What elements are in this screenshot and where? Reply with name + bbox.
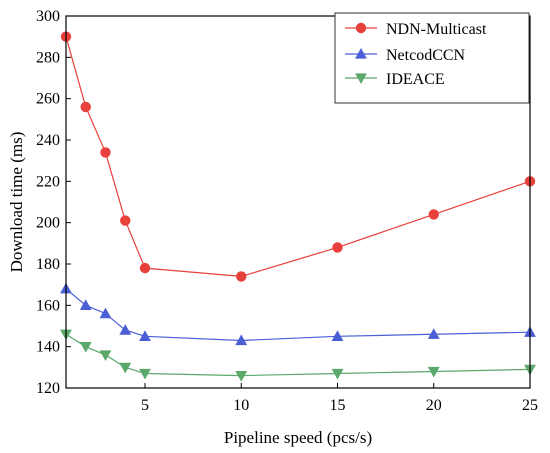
x-axis-title: Pipeline speed (pcs/s) — [224, 428, 372, 447]
plot-frame — [65, 15, 531, 389]
data-point — [120, 215, 131, 226]
data-point — [236, 271, 247, 282]
series-line — [65, 288, 531, 342]
data-point — [332, 242, 343, 253]
y-tick-label: 140 — [36, 339, 60, 356]
y-tick-label: 280 — [36, 49, 60, 66]
data-point — [235, 334, 248, 346]
legend-label: IDEACE — [386, 71, 445, 88]
data-point — [235, 370, 248, 382]
y-tick-label: 200 — [36, 215, 60, 232]
data-point — [100, 147, 111, 158]
x-tick-label: 25 — [522, 397, 538, 414]
series-line — [65, 333, 531, 377]
data-point — [139, 330, 151, 341]
y-tick-label: 240 — [36, 132, 60, 149]
data-point — [119, 324, 132, 335]
y-tick-label: 220 — [36, 173, 60, 190]
y-axis-title: Download time (ms) — [7, 132, 26, 273]
legend-item: IDEACE — [345, 71, 445, 88]
y-tick-label: 300 — [36, 8, 60, 25]
data-point — [139, 368, 151, 380]
legend-swatch-marker — [355, 47, 367, 59]
data-point — [99, 350, 112, 361]
y-tick-label: 180 — [36, 256, 60, 273]
series-ndn-multicast — [60, 31, 536, 282]
x-tick-label: 20 — [426, 397, 442, 414]
legend-item: NDN-Multicast — [345, 21, 487, 38]
data-point — [427, 328, 440, 339]
series-ideace — [60, 329, 536, 382]
legend-swatch-marker — [355, 73, 367, 85]
data-point — [331, 368, 344, 380]
legend: NDN-Multicast NetcodCCN IDEACE — [334, 12, 530, 104]
x-tick-label: 10 — [233, 397, 249, 414]
data-point — [99, 307, 112, 319]
x-tick-label: 15 — [330, 397, 346, 414]
data-point — [331, 330, 344, 341]
data-point — [79, 299, 92, 310]
data-point — [428, 209, 439, 220]
legend-swatch-marker — [355, 22, 367, 34]
legend-item: NetcodCCN — [345, 47, 466, 64]
y-tick-label: 120 — [36, 380, 60, 397]
axes — [65, 15, 531, 389]
y-tick-label: 260 — [36, 91, 60, 108]
legend-label: NetcodCCN — [386, 47, 466, 64]
series-netcodccn — [60, 282, 536, 346]
plot-area — [60, 31, 536, 382]
tick-marks: 120 140 160 180 200 220 240 260 280 300 5 10 15 20 25 — [36, 8, 538, 414]
y-tick-label: 160 — [36, 297, 60, 314]
data-point — [79, 342, 92, 353]
data-point — [119, 362, 132, 374]
data-point — [80, 101, 91, 113]
data-point — [427, 366, 440, 378]
data-point — [139, 262, 151, 274]
legend-label: NDN-Multicast — [386, 21, 487, 38]
x-tick-label: 5 — [141, 397, 149, 414]
